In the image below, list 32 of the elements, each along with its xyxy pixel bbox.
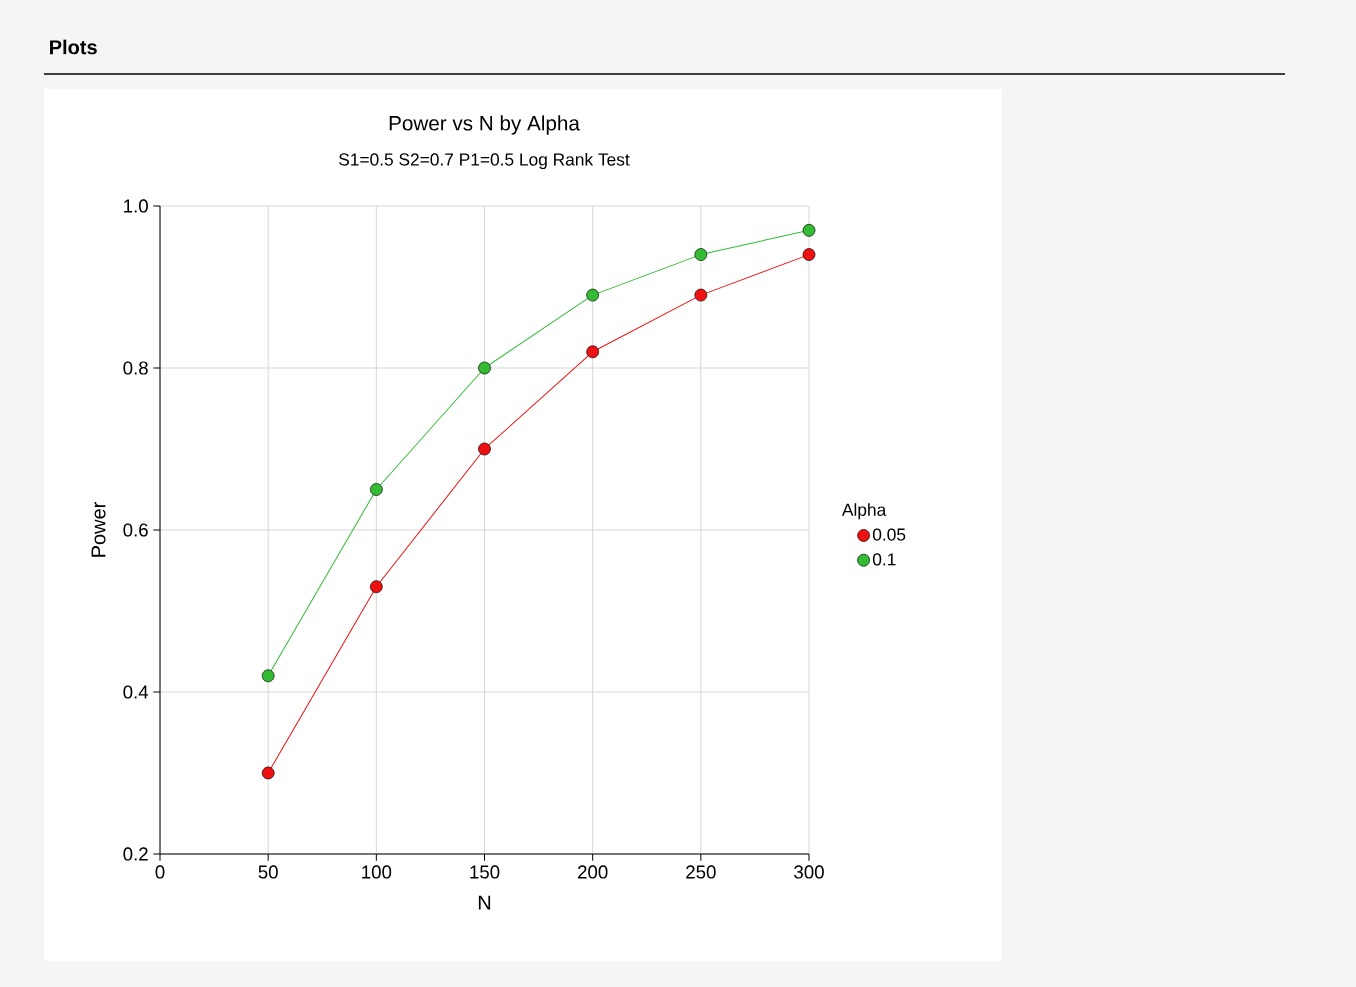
y-axis-title: Power xyxy=(91,502,106,557)
x-axis-title: N xyxy=(478,895,491,910)
x-tick-label: 100 xyxy=(362,865,392,879)
x-tick-label: 200 xyxy=(578,865,608,879)
point xyxy=(694,288,708,302)
x-tick-label: 50 xyxy=(258,865,278,879)
point xyxy=(370,580,383,594)
chart-subtitle: S1=0.5 S2=0.7 P1=0.5 Log Rank Test xyxy=(339,152,630,170)
chart-title: Power vs N by Alpha xyxy=(389,115,580,135)
point xyxy=(370,483,383,496)
y-tick-label: 0.6 xyxy=(123,523,148,537)
x-tick-label: 0 xyxy=(155,865,165,879)
legend-label: 0.1 xyxy=(872,553,896,566)
x-tick-label: 250 xyxy=(686,865,716,879)
point xyxy=(694,248,708,261)
point xyxy=(586,345,600,359)
point xyxy=(802,248,816,261)
point xyxy=(478,442,491,456)
y-tick-label: 0.2 xyxy=(123,847,148,861)
legend-label: 0.05 xyxy=(872,528,906,541)
point xyxy=(478,361,491,375)
y-tick-label: 0.8 xyxy=(123,361,148,375)
point xyxy=(802,223,816,237)
legend-title: Alpha xyxy=(841,503,887,520)
point xyxy=(586,288,600,302)
x-tick-label: 300 xyxy=(794,865,824,879)
point xyxy=(261,766,275,780)
text: Plots xyxy=(50,39,97,55)
y-tick-label: 1.0 xyxy=(124,199,148,213)
point xyxy=(261,669,275,683)
x-tick-label: 150 xyxy=(470,865,500,879)
y-tick-label: 0.4 xyxy=(123,685,149,699)
